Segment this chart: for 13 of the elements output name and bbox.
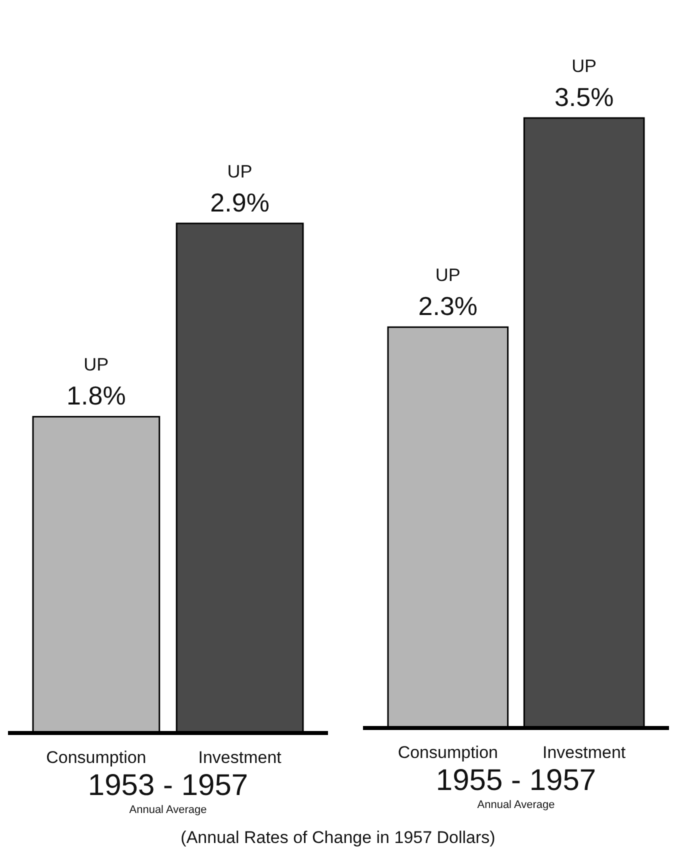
text: (Annual Rates of Change in 1957 Dollars) (180, 828, 496, 847)
text: Annual Average (477, 799, 555, 811)
text: Annual Average (129, 804, 207, 816)
x-tick-label: Investment (198, 748, 282, 767)
x-tick-label: Consumption (46, 748, 146, 767)
data-label: UP 1.8% (66, 354, 126, 411)
x-axis-title: 1955 - 1957 (436, 764, 596, 797)
x-tick-label: Investment (542, 743, 626, 762)
x-tick-label: Consumption (398, 743, 498, 762)
data-label: UP 3.5% (554, 56, 614, 112)
data-label: UP 2.9% (210, 161, 270, 218)
data-label: UP 2.3% (418, 265, 478, 322)
x-axis-title: 1953 - 1957 (88, 769, 248, 802)
